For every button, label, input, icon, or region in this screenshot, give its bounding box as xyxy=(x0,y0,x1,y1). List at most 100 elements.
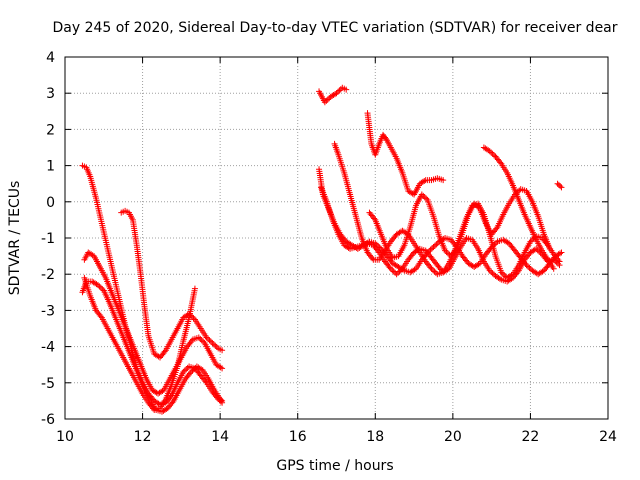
data-point-marker xyxy=(546,245,553,252)
data-point-marker xyxy=(427,246,434,253)
data-point-marker xyxy=(336,87,343,94)
data-point-marker xyxy=(497,159,504,166)
data-point-marker xyxy=(198,366,205,373)
data-point-marker xyxy=(371,215,378,222)
y-axis-ticks: -6 -5 -4 -3 -2 -1 0 1 2 3 4 xyxy=(41,50,608,428)
data-point-marker xyxy=(443,249,450,256)
x-axis-label: GPS time / hours xyxy=(276,458,393,474)
y-tick-label: 3 xyxy=(46,86,55,102)
data-point-marker xyxy=(212,342,219,349)
series-arc-13 xyxy=(554,180,565,191)
data-point-marker xyxy=(393,271,400,278)
series-arc-11 xyxy=(366,186,553,261)
data-point-marker xyxy=(550,265,557,272)
data-point-marker xyxy=(428,265,435,272)
data-point-marker xyxy=(556,258,563,265)
data-point-marker xyxy=(213,344,220,351)
x-tick-label: 10 xyxy=(56,429,74,445)
data-point-marker xyxy=(96,283,103,290)
data-point-marker xyxy=(420,192,427,199)
data-point-marker xyxy=(195,334,202,341)
data-point-marker xyxy=(189,367,196,374)
data-point-marker xyxy=(527,238,534,245)
series-arc-6 xyxy=(316,84,350,106)
data-point-marker xyxy=(427,264,434,271)
data-point-marker xyxy=(169,399,176,406)
x-tick-label: 24 xyxy=(599,429,617,445)
chart-title: Day 245 of 2020, Sidereal Day-to-day VTE… xyxy=(52,20,617,36)
data-point-marker xyxy=(489,270,496,277)
data-point-marker xyxy=(375,248,382,255)
y-tick-label: -5 xyxy=(41,376,55,392)
data-point-marker xyxy=(418,191,425,198)
data-point-marker xyxy=(429,267,436,274)
y-tick-label: 4 xyxy=(46,50,55,66)
data-point-marker xyxy=(197,335,204,342)
data-point-marker xyxy=(205,335,212,342)
data-point-marker xyxy=(386,264,393,271)
series-arc-4 xyxy=(118,207,226,361)
data-point-marker xyxy=(445,250,452,257)
data-point-marker xyxy=(557,250,564,257)
data-point-marker xyxy=(432,269,439,276)
y-tick-label: -3 xyxy=(41,303,55,319)
data-point-marker xyxy=(324,96,331,103)
data-point-marker xyxy=(442,247,449,254)
data-point-marker xyxy=(423,195,430,202)
data-point-marker xyxy=(431,268,438,275)
data-point-marker xyxy=(190,366,197,373)
data-point-marker xyxy=(206,337,213,344)
data-point-marker xyxy=(430,244,437,251)
data-point-marker xyxy=(488,268,495,275)
data-point-marker xyxy=(396,268,403,275)
data-point-marker xyxy=(343,86,350,93)
data-point-marker xyxy=(471,200,478,207)
data-point-marker xyxy=(526,264,533,271)
series-arc-9 xyxy=(331,140,563,281)
data-point-marker xyxy=(474,203,481,210)
data-point-marker xyxy=(508,272,515,279)
data-point-marker xyxy=(421,194,428,201)
data-point-marker xyxy=(429,245,436,252)
series-arc-12 xyxy=(480,144,557,272)
data-point-marker xyxy=(188,337,195,344)
data-point-marker xyxy=(203,334,210,341)
x-tick-label: 16 xyxy=(289,429,307,445)
data-point-marker xyxy=(501,272,508,279)
data-point-marker xyxy=(558,184,565,191)
x-tick-label: 22 xyxy=(522,429,540,445)
data-point-marker xyxy=(155,353,162,360)
y-tick-label: 1 xyxy=(46,159,55,175)
data-point-marker xyxy=(210,341,217,348)
data-point-marker xyxy=(475,261,482,268)
y-tick-label: -4 xyxy=(41,340,55,356)
y-axis-label: SDTVAR / TECUs xyxy=(7,181,23,296)
data-point-marker xyxy=(421,177,428,184)
data-point-marker xyxy=(99,286,106,293)
data-point-marker xyxy=(97,313,104,320)
data-point-marker xyxy=(184,364,191,371)
data-point-marker xyxy=(150,405,157,412)
data-point-marker xyxy=(387,265,394,272)
data-point-marker xyxy=(191,285,198,292)
data-point-marker xyxy=(390,268,397,275)
data-point-marker xyxy=(558,249,565,256)
data-point-marker xyxy=(433,241,440,248)
data-point-marker xyxy=(219,397,226,404)
data-point-marker xyxy=(186,370,193,377)
data-point-marker xyxy=(219,365,226,372)
data-point-marker xyxy=(181,367,188,374)
data-point-marker xyxy=(472,201,479,208)
y-tick-label: -2 xyxy=(41,267,55,283)
series-arc-10 xyxy=(364,110,447,198)
data-point-marker xyxy=(498,269,505,276)
data-point-marker xyxy=(218,396,225,403)
grid-lines xyxy=(65,57,608,419)
data-point-marker xyxy=(397,267,404,274)
data-point-marker xyxy=(198,337,205,344)
data-point-marker xyxy=(499,270,506,277)
data-point-marker xyxy=(496,275,503,282)
data-point-marker xyxy=(183,366,190,373)
data-point-marker xyxy=(491,152,498,159)
data-point-marker xyxy=(200,338,207,345)
